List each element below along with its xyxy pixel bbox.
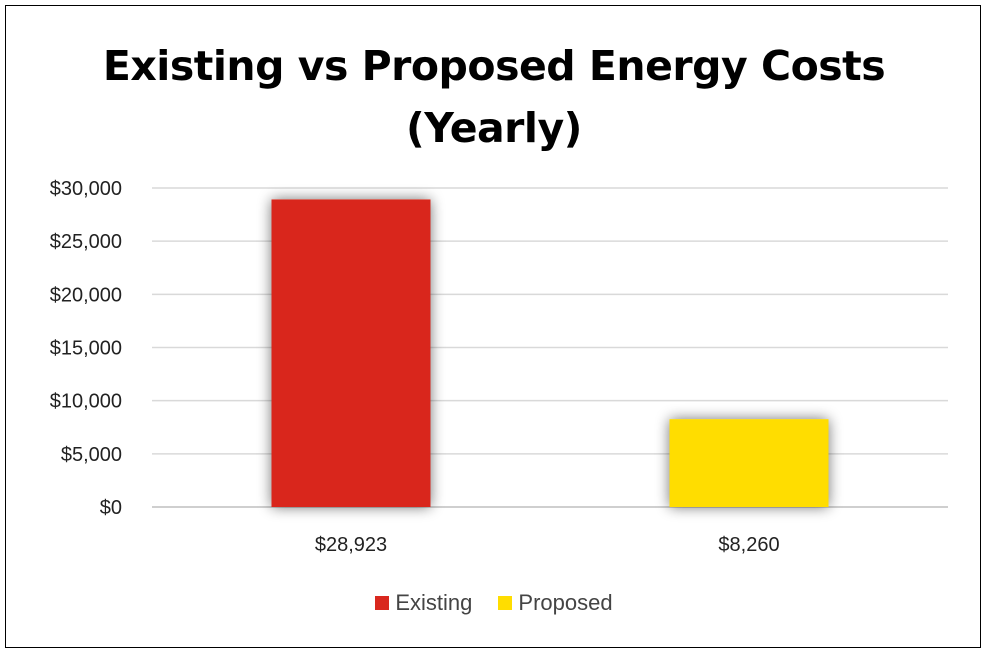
legend-swatch-proposed (498, 596, 513, 610)
x-category-label: $28,923 (315, 534, 387, 556)
bar-proposed (669, 419, 829, 507)
legend-label-proposed: Proposed (518, 590, 613, 615)
y-tick-label: $5,000 (61, 444, 122, 466)
y-tick-label: $15,000 (50, 338, 122, 360)
legend-swatch-existing (375, 596, 390, 610)
chart-title: Existing vs Proposed Energy Costs (Yearl… (0, 35, 988, 159)
legend-label-existing: Existing (395, 590, 473, 615)
chart-frame (5, 5, 981, 648)
y-tick-label: $25,000 (50, 231, 122, 253)
chart-title-line-1: Existing vs Proposed Energy Costs (102, 42, 886, 90)
x-category-label: $8,260 (718, 534, 779, 556)
legend-item-proposed: Proposed (498, 590, 613, 616)
y-tick-label: $0 (100, 497, 122, 519)
legend: Existing Proposed (0, 590, 988, 616)
y-tick-label: $20,000 (50, 284, 122, 306)
legend-item-existing: Existing (375, 590, 472, 616)
y-tick-label: $10,000 (50, 391, 122, 413)
chart-title-line-2: (Yearly) (406, 104, 582, 152)
bar-existing (271, 199, 431, 508)
y-tick-label: $30,000 (50, 178, 122, 200)
